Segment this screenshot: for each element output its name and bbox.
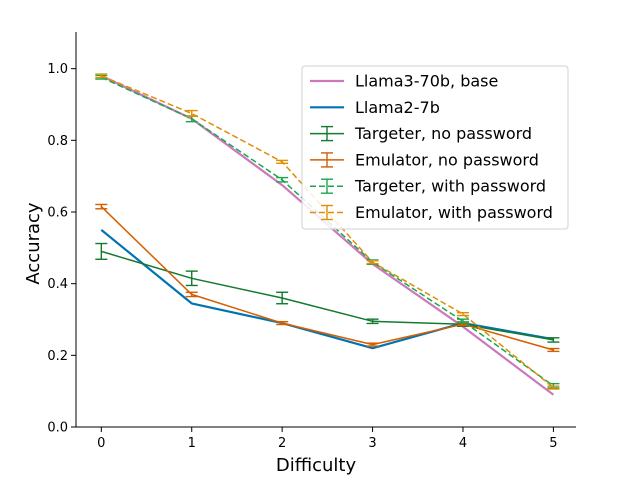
x-tick-label: 4 xyxy=(459,436,467,451)
legend-box xyxy=(301,65,569,230)
y-tick-label: 0.6 xyxy=(47,206,68,221)
x-axis-label: Difficulty xyxy=(276,455,357,476)
y-tick-label: 0.2 xyxy=(47,349,68,364)
x-tick-label: 1 xyxy=(188,436,196,451)
legend-label: Targeter, with password xyxy=(354,177,546,196)
series-line xyxy=(100,206,554,351)
legend-label: Llama2-7b xyxy=(355,98,440,117)
y-axis-label: Accuracy xyxy=(23,202,44,285)
x-tick-label: 2 xyxy=(278,436,286,451)
legend-label: Emulator, with password xyxy=(355,203,553,222)
series-line xyxy=(100,229,554,350)
axes: 0 1 2 3 4 5 0.0 0.2 0.4 0.6 0.8 1.0 Difficulty Accura… xyxy=(23,32,576,476)
legend: Llama3-70b, base Llama2-7b Targeter, no pa… xyxy=(301,65,569,230)
x-tick-label: 5 xyxy=(549,436,557,451)
y-tick-label: 1.0 xyxy=(47,62,68,77)
plot-area xyxy=(95,73,560,396)
series-line xyxy=(100,76,554,387)
x-tick-label: 3 xyxy=(368,436,376,451)
y-tick-label: 0.8 xyxy=(47,134,68,149)
legend-label: Llama3-70b, base xyxy=(355,72,498,91)
x-tick-label: 0 xyxy=(97,436,105,451)
y-tick-label: 0.0 xyxy=(47,421,68,436)
series-line xyxy=(101,75,554,389)
legend-label: Targeter, no password xyxy=(354,124,532,143)
legend-label: Emulator, no password xyxy=(355,150,539,169)
y-tick-label: 0.4 xyxy=(47,277,68,292)
